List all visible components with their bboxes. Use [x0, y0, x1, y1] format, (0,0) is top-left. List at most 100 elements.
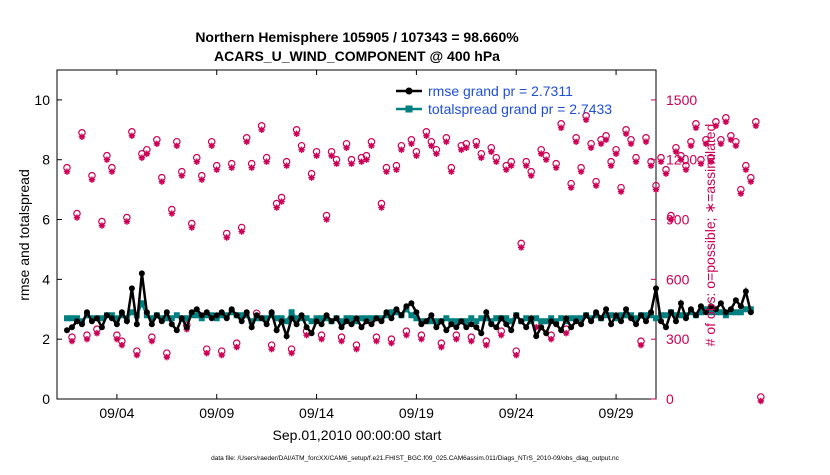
totalspread-point	[283, 318, 290, 325]
obs-assimilated-asterisk	[737, 190, 745, 197]
obs-marker	[227, 159, 236, 171]
x-tick-label: 09/29	[599, 405, 634, 421]
rmse-point	[193, 306, 200, 313]
totalspread-point	[443, 315, 450, 322]
plot-area-frame	[56, 69, 657, 400]
obs-assimilated-asterisk	[587, 144, 595, 151]
obs-assimilated-asterisk	[128, 132, 136, 140]
obs-assimilated-asterisk	[203, 349, 210, 357]
obs-assimilated-asterisk	[508, 162, 515, 169]
obs-marker	[287, 345, 296, 357]
rmse-point	[628, 315, 635, 322]
totalspread-point	[653, 315, 659, 322]
obs-assimilated-asterisk	[702, 140, 710, 147]
obs-marker	[377, 199, 386, 211]
obs-marker	[632, 153, 640, 165]
obs-assimilated-asterisk	[697, 160, 705, 167]
obs-assimilated-asterisk	[218, 351, 225, 359]
obs-assimilated-asterisk	[707, 158, 715, 165]
rmse-point	[697, 303, 704, 310]
obs-marker	[727, 131, 735, 143]
obs-assimilated-asterisk	[323, 216, 330, 223]
totalspread-point	[742, 306, 749, 313]
left-y-tick-label: 2	[42, 331, 50, 347]
obs-marker	[247, 159, 256, 171]
rmse-point	[568, 324, 575, 331]
rmse-point	[618, 318, 625, 325]
obs-assimilated-asterisk	[617, 188, 625, 195]
totalspread-point	[558, 315, 565, 322]
rmse-point	[163, 309, 170, 316]
obs-marker	[192, 153, 201, 165]
rmse-point	[682, 315, 689, 322]
rmse-point	[428, 312, 435, 319]
obs-marker	[362, 151, 371, 163]
obs-marker	[657, 153, 665, 165]
obs-marker	[382, 163, 391, 175]
rmse-point	[573, 318, 580, 325]
obs-assimilated-asterisk	[258, 126, 265, 134]
rmse-point	[692, 312, 699, 319]
totalspread-point	[643, 312, 650, 319]
rmse-point	[563, 315, 570, 322]
totalspread-point	[248, 318, 255, 325]
obs-assimilated-asterisk	[672, 148, 680, 155]
totalspread-point	[303, 315, 310, 322]
obs-marker	[732, 137, 740, 149]
obs-marker	[372, 333, 381, 345]
obs-marker	[387, 335, 396, 347]
obs-assimilated-asterisk	[557, 124, 565, 132]
obs-marker	[317, 331, 326, 343]
totalspread-point	[98, 315, 105, 322]
obs-assimilated-asterisk	[513, 351, 520, 359]
x-axis-ticks: 09/04 09/09 09/14 09/19 09/24 09/29	[99, 70, 634, 421]
obs-assimilated-asterisk	[752, 122, 760, 130]
obs-assimilated-asterisk	[108, 168, 116, 175]
totalspread-point	[63, 315, 70, 322]
rmse-point	[353, 315, 360, 322]
totalspread-point	[707, 309, 714, 316]
left-y-tick-label: 6	[42, 212, 50, 228]
obs-assimilated-asterisk	[657, 158, 665, 165]
obs-assimilated-asterisk	[747, 178, 755, 185]
rmse-point	[258, 315, 265, 322]
obs-marker	[722, 114, 730, 126]
rmse-point	[613, 312, 620, 319]
rmse-point	[308, 330, 315, 337]
rmse-point	[638, 312, 645, 319]
obs-marker	[242, 133, 251, 145]
obs-assimilated-asterisk	[528, 172, 535, 179]
rmse-point	[128, 285, 135, 292]
legend-totalspread-marker	[405, 105, 413, 113]
rmse-point	[103, 312, 110, 319]
rmse-point	[483, 309, 490, 316]
obs-assimilated-asterisk	[428, 142, 435, 149]
obs-marker	[677, 151, 685, 163]
obs-marker	[392, 161, 401, 173]
obs-assimilated-asterisk	[493, 158, 500, 165]
obs-marker	[667, 211, 675, 223]
rmse-point	[133, 321, 140, 328]
obs-marker	[607, 157, 615, 169]
obs-assimilated-asterisk	[732, 142, 740, 149]
obs-assimilated-asterisk	[423, 132, 430, 140]
obs-assimilated-asterisk	[592, 182, 600, 189]
obs-marker	[682, 161, 690, 173]
obs-assimilated-asterisk	[413, 152, 420, 159]
obs-assimilated-asterisk	[503, 166, 510, 173]
obs-marker	[662, 165, 670, 177]
obs-assimilated-asterisk	[118, 341, 126, 349]
obs-marker	[153, 135, 161, 147]
obs-assimilated-asterisk	[73, 214, 81, 221]
totalspread-point	[578, 315, 585, 322]
obs-marker	[103, 151, 111, 163]
obs-assimilated-asterisk	[468, 337, 475, 345]
obs-marker	[567, 179, 575, 191]
obs-marker	[537, 145, 545, 157]
obs-assimilated-asterisk	[278, 198, 285, 205]
obs-assimilated-asterisk	[193, 158, 200, 165]
totalspread-point	[413, 315, 420, 322]
rmse-point	[672, 318, 679, 325]
rmse-point	[453, 324, 460, 331]
